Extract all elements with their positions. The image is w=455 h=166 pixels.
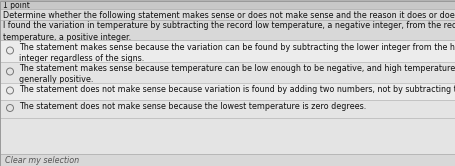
FancyBboxPatch shape <box>0 100 455 118</box>
FancyBboxPatch shape <box>0 20 455 40</box>
FancyBboxPatch shape <box>0 9 455 20</box>
FancyBboxPatch shape <box>0 83 455 100</box>
Text: The statement does not make sense because variation is found by adding two numbe: The statement does not make sense becaus… <box>19 85 455 94</box>
Text: The statement makes sense because the variation can be found by subtracting the : The statement makes sense because the va… <box>19 43 455 63</box>
Text: I found the variation in temperature by subtracting the record low temperature, : I found the variation in temperature by … <box>3 22 455 42</box>
FancyBboxPatch shape <box>0 40 455 154</box>
Text: The statement does not make sense because the lowest temperature is zero degrees: The statement does not make sense becaus… <box>19 102 365 111</box>
FancyBboxPatch shape <box>0 62 455 83</box>
FancyBboxPatch shape <box>0 154 455 166</box>
FancyBboxPatch shape <box>0 41 455 62</box>
Text: The statement makes sense because temperature can be low enough to be negative, : The statement makes sense because temper… <box>19 64 455 84</box>
Text: Clear my selection: Clear my selection <box>5 156 79 165</box>
Text: Determine whether the following statement makes sense or does not make sense and: Determine whether the following statemen… <box>3 10 455 19</box>
Text: 1 point: 1 point <box>3 1 30 10</box>
